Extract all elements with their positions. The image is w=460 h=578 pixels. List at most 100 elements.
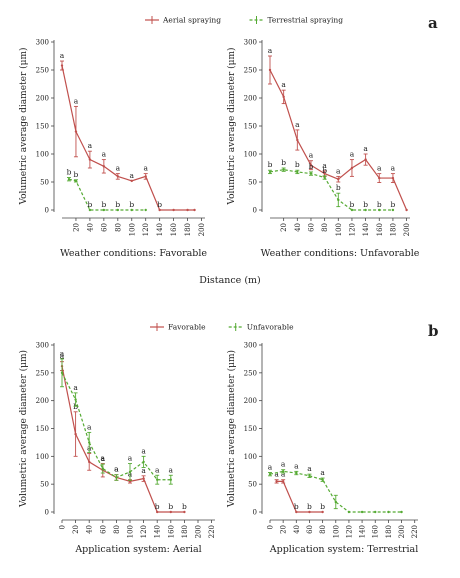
y-tick-label: 100	[36, 151, 49, 159]
data-point	[74, 179, 78, 183]
x-tick-label: 40	[86, 223, 94, 232]
y-tick-label: 50	[248, 481, 257, 489]
y-axis-label: Volumetric average diameter (μm)	[226, 47, 237, 205]
y-tick-label: 150	[244, 123, 257, 131]
series-line	[269, 169, 393, 211]
data-label: b	[307, 502, 312, 511]
panel-letter-b: b	[428, 322, 439, 340]
x-axis-label: Application system: Terrestrial	[269, 544, 418, 555]
y-tick-label: 200	[36, 95, 49, 103]
x-tick-label: 80	[321, 223, 329, 232]
data-label: a	[101, 454, 106, 463]
data-label: a	[143, 164, 148, 173]
data-point	[391, 208, 395, 212]
y-tick-label: 250	[244, 67, 257, 75]
x-tick-label: 40	[294, 223, 302, 232]
y-tick-label: 300	[244, 342, 257, 350]
data-point	[295, 510, 298, 514]
y-tick-label: 200	[244, 95, 257, 103]
x-tick-label: 20	[280, 223, 288, 232]
data-point	[308, 510, 311, 514]
series-line	[276, 480, 323, 513]
data-label: a	[60, 352, 65, 361]
x-tick-label: 60	[307, 223, 315, 232]
x-tick-label: 120	[142, 223, 150, 236]
x-tick-label: 140	[154, 525, 162, 538]
data-point	[323, 172, 326, 175]
data-point	[74, 432, 77, 436]
y-tick-label: 0	[45, 509, 49, 517]
y-tick-label: 0	[253, 509, 257, 517]
x-tick-label: 160	[167, 525, 175, 538]
data-point	[115, 476, 118, 479]
y-tick-label: 150	[36, 425, 49, 433]
data-point	[60, 64, 64, 67]
data-label: b	[363, 200, 368, 209]
data-point	[337, 178, 340, 181]
data-point	[374, 510, 377, 514]
y-tick-label: 300	[244, 39, 257, 47]
x-tick-label: 160	[376, 223, 384, 236]
panel-title: Weather conditions: Favorable	[60, 248, 207, 259]
data-label: a	[309, 151, 314, 160]
y-tick-label: 250	[36, 369, 49, 377]
data-point	[142, 477, 145, 480]
y-tick-label: 150	[36, 123, 49, 131]
series-line	[61, 65, 195, 211]
data-label: a	[363, 144, 368, 153]
y-tick-label: 100	[36, 453, 49, 461]
data-point	[378, 208, 381, 212]
x-tick-label: 80	[113, 525, 121, 534]
x-tick-label: 120	[348, 223, 356, 236]
x-tick-label: 40	[86, 525, 94, 534]
data-point	[387, 510, 390, 514]
x-tick-label: 120	[345, 525, 353, 538]
data-label: a	[281, 80, 286, 89]
panel-title: Weather conditions: Unfavorable	[261, 248, 420, 259]
y-tick-label: 0	[45, 207, 49, 215]
data-point	[67, 178, 71, 181]
data-label: a	[294, 461, 299, 470]
y-tick-label: 50	[248, 179, 257, 187]
y-tick-label: 50	[40, 481, 49, 489]
data-point	[60, 371, 64, 375]
data-label: a	[268, 46, 273, 55]
data-point	[275, 480, 278, 483]
data-point	[334, 500, 337, 504]
y-axis-label: Volumetric average diameter (μm)	[226, 350, 237, 508]
x-tick-label: 100	[128, 223, 136, 236]
data-point	[101, 467, 105, 470]
data-label: a	[60, 51, 65, 60]
series-line	[68, 178, 146, 211]
x-tick-label: 140	[156, 223, 164, 236]
panel-letter-a: a	[428, 14, 438, 32]
x-tick-label: 100	[127, 525, 135, 538]
data-point	[268, 68, 272, 72]
data-point	[193, 208, 196, 212]
data-point	[405, 208, 408, 212]
data-label: a	[169, 465, 174, 474]
legend-b-label: Favorable	[168, 323, 206, 332]
data-point	[323, 176, 326, 179]
data-label: b	[74, 170, 79, 179]
x-tick-label: 220	[208, 525, 216, 538]
data-point	[347, 510, 351, 514]
data-point	[116, 208, 120, 212]
x-tick-label: 180	[181, 525, 189, 538]
data-point	[296, 170, 299, 174]
data-point	[116, 175, 120, 178]
data-label: b	[87, 200, 92, 209]
data-point	[268, 170, 272, 174]
series-line	[269, 470, 402, 513]
data-point	[142, 460, 145, 464]
data-point	[309, 172, 313, 175]
x-tick-label: 200	[403, 223, 411, 236]
x-tick-label: 160	[170, 223, 178, 236]
data-point	[169, 478, 172, 481]
x-tick-label: 120	[140, 525, 148, 538]
y-tick-label: 250	[244, 369, 257, 377]
data-label: a	[336, 166, 341, 175]
x-tick-label: 80	[114, 223, 122, 232]
data-point	[102, 165, 106, 168]
data-label: b	[115, 200, 120, 209]
